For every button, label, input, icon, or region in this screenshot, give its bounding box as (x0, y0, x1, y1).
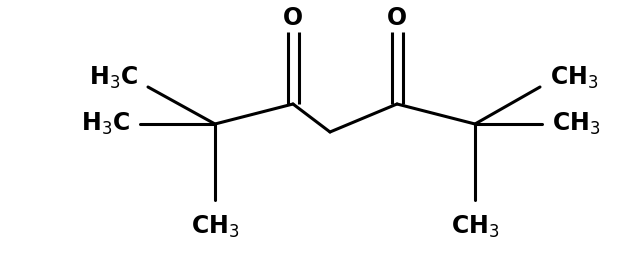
Text: CH$_3$: CH$_3$ (191, 214, 239, 240)
Text: CH$_3$: CH$_3$ (550, 65, 598, 91)
Text: O: O (387, 6, 407, 30)
Text: H$_3$C: H$_3$C (81, 111, 130, 137)
Text: CH$_3$: CH$_3$ (451, 214, 499, 240)
Text: O: O (283, 6, 303, 30)
Text: H$_3$C: H$_3$C (89, 65, 138, 91)
Text: CH$_3$: CH$_3$ (552, 111, 600, 137)
